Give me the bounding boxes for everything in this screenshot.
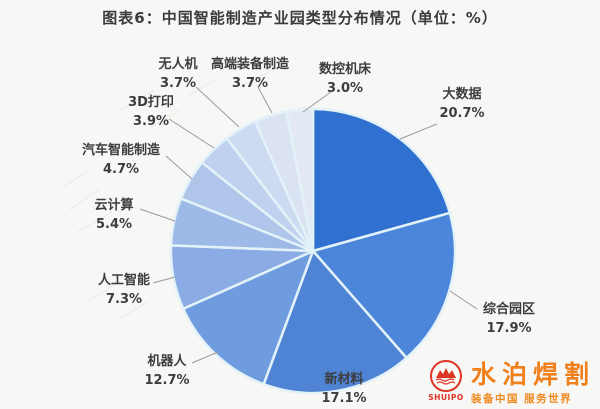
- pie-label-name: 大数据: [442, 87, 482, 102]
- pie-label-name: 数控机床: [318, 62, 372, 77]
- pie-label-新材料: 新材料 17.1%: [321, 370, 366, 408]
- brand-emblem: SHUIPO: [426, 360, 466, 402]
- pie-label-value: 17.1%: [321, 391, 367, 406]
- pie-slice-大数据: [311, 107, 452, 253]
- leader-line-综合园区: [449, 290, 478, 310]
- leader-line-无人机: [195, 86, 240, 128]
- pie-label-高端装备制造: 高端装备制造 3.7%: [211, 55, 289, 93]
- pie-label-汽车智能制造: 汽车智能制造 4.7%: [82, 141, 160, 179]
- leader-line-汽车智能制造: [165, 155, 193, 180]
- brand-emblem-text: SHUIPO: [428, 393, 464, 402]
- pie-label-无人机: 无人机 3.7%: [158, 55, 197, 93]
- leader-line-机器人: [191, 351, 219, 364]
- pie-label-value: 4.7%: [102, 162, 140, 177]
- pie-label-value: 5.4%: [95, 217, 133, 232]
- pie-label-name: 综合园区: [482, 302, 536, 317]
- brand-text-block: 水泊焊割 装备中国 服务世界: [471, 360, 595, 406]
- pie-label-3D打印: 3D打印 3.9%: [128, 93, 174, 131]
- pie-label-value: 3.9%: [132, 114, 170, 129]
- pie-label-云计算: 云计算 5.4%: [94, 196, 133, 234]
- mountain-waves-icon: [435, 368, 456, 385]
- pie-label-name: 高端装备制造: [210, 57, 290, 72]
- brand-name: 水泊焊割: [470, 360, 595, 389]
- pie-label-value: 3.7%: [231, 76, 269, 91]
- brand-emblem-circle: [429, 360, 462, 392]
- pie-label-name: 无人机: [158, 57, 198, 72]
- pie-slice-新材料: [262, 249, 408, 395]
- pie-slice-综合园区: [311, 211, 457, 360]
- pie-label-大数据: 大数据 20.7%: [439, 85, 484, 123]
- pie-label-人工智能: 人工智能 7.3%: [98, 271, 150, 309]
- pie-label-name: 云计算: [94, 198, 134, 213]
- pie-label-name: 新材料: [324, 372, 364, 387]
- pie-label-综合园区: 综合园区 17.9%: [483, 300, 535, 338]
- leader-line-数控机床: [302, 91, 332, 113]
- pie-label-name: 汽车智能制造: [81, 143, 161, 158]
- pie-label-value: 3.0%: [326, 81, 364, 96]
- leader-line-高端装备制造: [257, 86, 273, 114]
- leader-line-云计算: [139, 208, 176, 222]
- pie-label-value: 17.9%: [486, 321, 532, 336]
- pie-label-name: 机器人: [147, 354, 187, 369]
- pie-slice-数控机床: [285, 107, 315, 253]
- pie-slice-机器人: [182, 249, 315, 386]
- leader-line-大数据: [399, 123, 438, 140]
- chart-title: 图表6：中国智能制造产业园类型分布情况（单位：%）: [102, 9, 498, 27]
- pie-label-value: 3.7%: [159, 76, 197, 91]
- leader-line-3D打印: [168, 118, 215, 149]
- pie-label-机器人: 机器人 12.7%: [144, 352, 189, 390]
- pie-label-name: 人工智能: [97, 273, 151, 288]
- pie-label-value: 20.7%: [439, 106, 485, 121]
- brand-watermark: SHUIPO 水泊焊割 装备中国 服务世界: [426, 360, 595, 406]
- pie-label-数控机床: 数控机床 3.0%: [319, 60, 371, 98]
- leader-line-人工智能: [152, 276, 176, 284]
- pie-label-name: 3D打印: [128, 95, 174, 110]
- pie-label-value: 12.7%: [144, 373, 190, 388]
- brand-slogan: 装备中国 服务世界: [470, 393, 573, 405]
- pie-label-value: 7.3%: [105, 292, 143, 307]
